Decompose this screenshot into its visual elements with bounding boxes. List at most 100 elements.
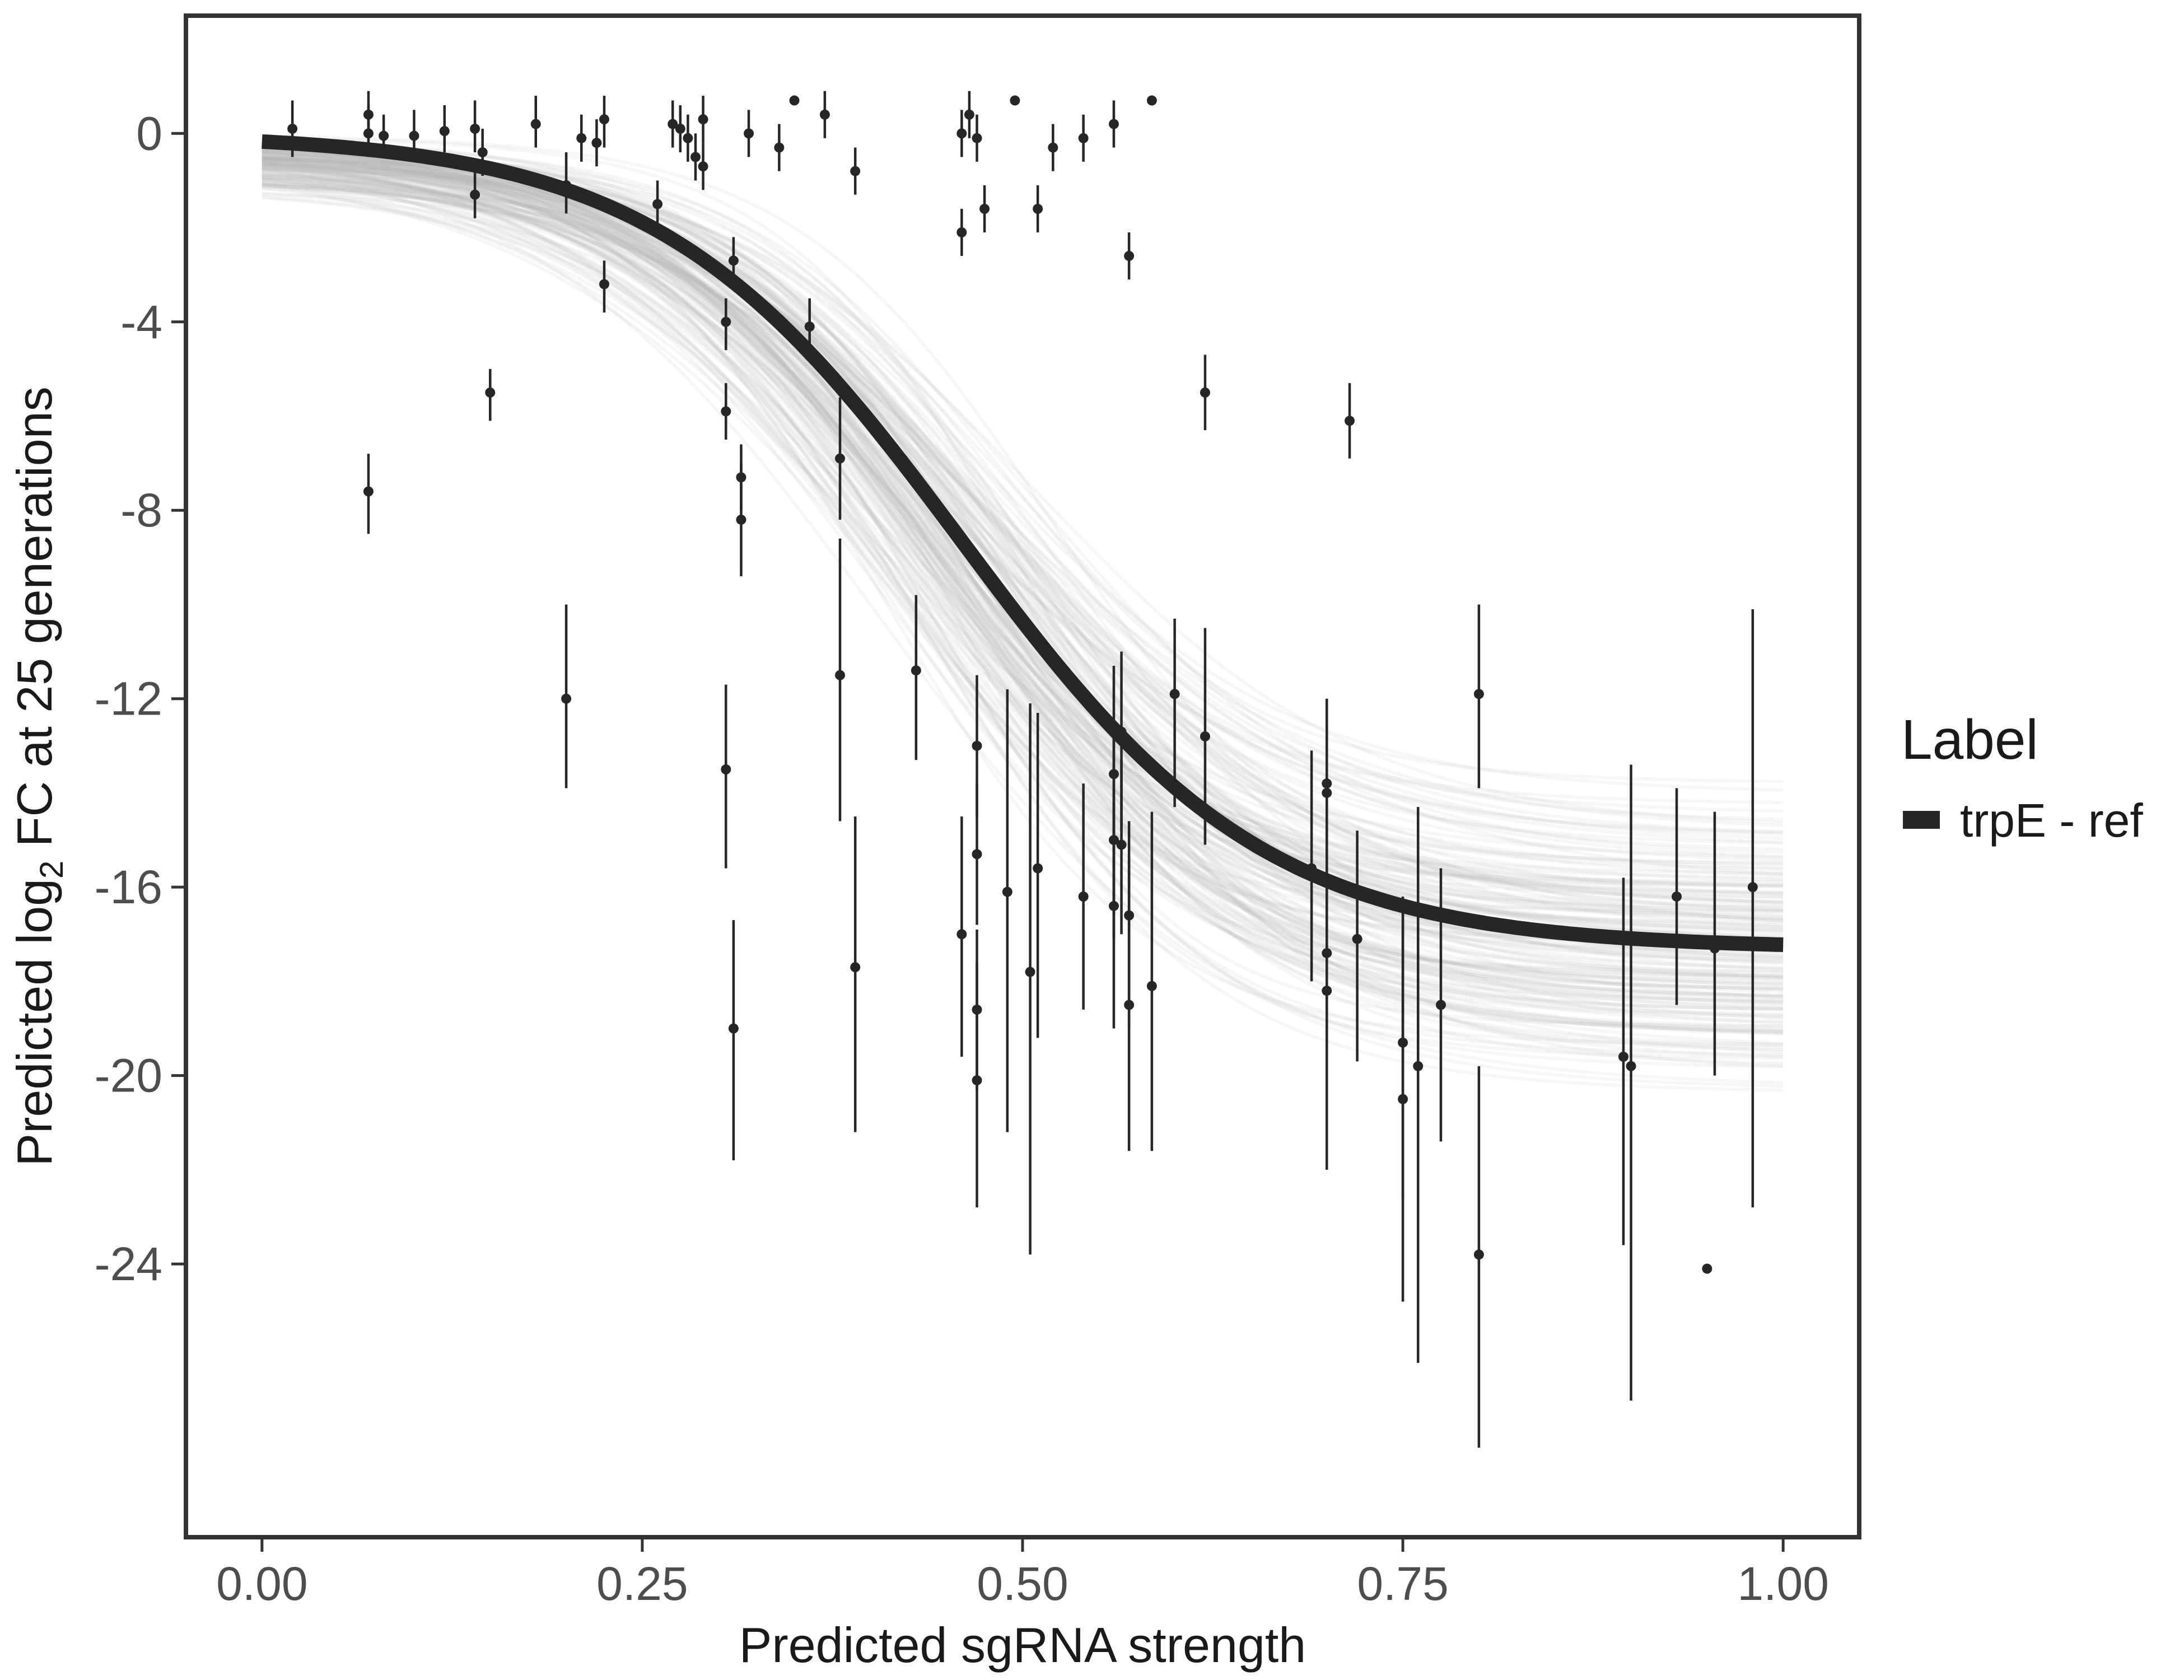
data-point bbox=[1709, 943, 1720, 954]
data-point bbox=[1169, 689, 1180, 699]
legend: Label trpE - ref bbox=[1901, 708, 2143, 847]
fit-curve-group bbox=[262, 134, 1784, 952]
posterior-draw-line bbox=[262, 161, 1784, 940]
data-point bbox=[1306, 863, 1317, 874]
data-point bbox=[972, 849, 982, 860]
posterior-draw-line bbox=[262, 146, 1784, 972]
data-point bbox=[1473, 689, 1484, 699]
posterior-draw-line bbox=[262, 137, 1784, 1058]
posterior-draw-line bbox=[262, 149, 1784, 1025]
data-point bbox=[972, 1004, 982, 1015]
posterior-draw-line bbox=[262, 158, 1784, 1002]
posterior-draw-line bbox=[262, 177, 1784, 1011]
data-point bbox=[736, 472, 746, 483]
data-point bbox=[736, 515, 746, 525]
posterior-draw-line bbox=[262, 171, 1784, 1018]
x-tick-label: 0.50 bbox=[977, 1557, 1068, 1610]
posterior-draw-line bbox=[262, 146, 1784, 969]
posterior-draw-line bbox=[262, 183, 1784, 1019]
posterior-draw-line bbox=[262, 143, 1784, 1047]
data-point bbox=[972, 740, 982, 751]
posterior-draw-line bbox=[262, 181, 1784, 882]
posterior-draw-line bbox=[262, 161, 1784, 962]
data-point bbox=[1033, 863, 1043, 874]
posterior-draw-line bbox=[262, 155, 1784, 862]
posterior-draw-line bbox=[262, 158, 1784, 858]
data-point bbox=[728, 1023, 739, 1034]
posterior-draw-line bbox=[262, 142, 1784, 1068]
posterior-draw-line bbox=[262, 174, 1784, 1002]
posterior-draw-line bbox=[262, 140, 1784, 918]
y-axis-title-subscript: 2 bbox=[34, 861, 70, 879]
data-point bbox=[744, 128, 754, 139]
data-point bbox=[774, 142, 785, 153]
posterior-draw-line bbox=[262, 158, 1784, 851]
error-bars bbox=[291, 91, 1754, 1448]
posterior-draw-line bbox=[262, 163, 1784, 921]
data-point bbox=[477, 147, 488, 157]
posterior-draw-line bbox=[262, 163, 1784, 870]
posterior-draw-line bbox=[262, 182, 1784, 911]
posterior-draw-line bbox=[262, 150, 1784, 991]
posterior-draw-line bbox=[262, 157, 1784, 1004]
posterior-draw-line bbox=[262, 184, 1784, 1046]
data-point bbox=[1345, 416, 1355, 426]
posterior-draw-line bbox=[262, 172, 1784, 983]
data-point bbox=[1108, 769, 1119, 780]
posterior-draw-line bbox=[262, 157, 1784, 1032]
x-axis-ticks: 0.00 0.25 0.50 0.75 1.00 bbox=[216, 1539, 1829, 1610]
posterior-draw-line bbox=[262, 178, 1784, 960]
data-point bbox=[1146, 95, 1157, 106]
posterior-draw-line bbox=[262, 161, 1784, 1008]
data-point bbox=[379, 130, 389, 141]
posterior-draw-line bbox=[262, 184, 1784, 1033]
y-tick-label: -8 bbox=[120, 484, 162, 536]
legend-key-trpE-ref bbox=[1903, 811, 1940, 829]
posterior-draw-line bbox=[262, 186, 1784, 859]
data-point bbox=[1146, 981, 1157, 991]
x-tick-label: 1.00 bbox=[1737, 1557, 1829, 1610]
data-point bbox=[721, 406, 731, 417]
posterior-draw-line bbox=[262, 178, 1784, 865]
data-point bbox=[470, 189, 480, 200]
y-axis-ticks: 0 -4 -8 -12 -16 -20 -24 bbox=[95, 107, 184, 1290]
posterior-draw-line bbox=[262, 150, 1784, 836]
data-point bbox=[652, 199, 663, 209]
posterior-draw-line bbox=[262, 161, 1784, 1011]
x-tick-label: 0.00 bbox=[216, 1557, 308, 1610]
posterior-draw-line bbox=[262, 145, 1784, 1035]
data-point bbox=[698, 161, 708, 172]
posterior-draw-line bbox=[262, 152, 1784, 895]
posterior-draw-line bbox=[262, 180, 1784, 923]
data-point bbox=[1025, 967, 1035, 977]
y-axis-title-suffix: FC at 25 generations bbox=[7, 386, 62, 860]
posterior-draw-line bbox=[262, 150, 1784, 1034]
posterior-draw-line bbox=[262, 180, 1784, 876]
posterior-draw-line bbox=[262, 154, 1784, 985]
posterior-draw-line bbox=[262, 165, 1784, 1034]
posterior-draw-line bbox=[262, 182, 1784, 998]
posterior-draw-line bbox=[262, 144, 1784, 992]
posterior-draw-line bbox=[262, 147, 1784, 973]
data-point bbox=[1200, 387, 1210, 398]
posterior-draw-line bbox=[262, 151, 1784, 953]
data-point bbox=[789, 95, 800, 106]
posterior-draw-line bbox=[262, 186, 1784, 876]
posterior-draw-line bbox=[262, 151, 1784, 964]
data-point bbox=[599, 114, 609, 125]
posterior-draw-line bbox=[262, 182, 1784, 889]
posterior-draw-line bbox=[262, 176, 1784, 1060]
data-point bbox=[1352, 934, 1362, 944]
posterior-draw-line bbox=[262, 146, 1784, 813]
posterior-band bbox=[262, 135, 1784, 1092]
data-point bbox=[1124, 910, 1135, 921]
posterior-draw-line bbox=[262, 150, 1784, 1047]
posterior-draw-line bbox=[262, 146, 1784, 1057]
data-point bbox=[911, 665, 921, 676]
posterior-draw-line bbox=[262, 160, 1784, 922]
data-point bbox=[690, 152, 701, 162]
posterior-draw-line bbox=[262, 146, 1784, 981]
posterior-draw-line bbox=[262, 167, 1784, 1088]
data-point bbox=[1002, 886, 1012, 897]
data-point bbox=[485, 387, 496, 398]
